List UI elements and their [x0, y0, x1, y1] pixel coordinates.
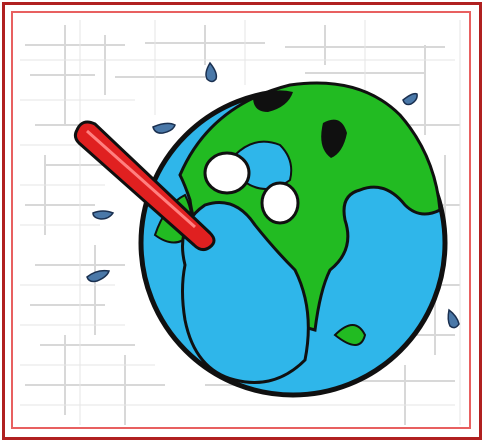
sweat-drop-icon	[402, 92, 418, 106]
inner-border	[11, 11, 471, 429]
sweat-drop-icon	[86, 269, 110, 283]
land-mass	[333, 324, 367, 346]
sick-earth-illustration	[20, 20, 461, 425]
sweat-drop-icon	[152, 122, 176, 134]
sweat-drop-icon	[205, 61, 218, 83]
sweat-drops	[86, 61, 460, 329]
globe-eye	[260, 181, 300, 225]
sweat-drop-icon	[92, 210, 115, 220]
sweat-drop-icon	[447, 308, 460, 329]
earth-globe	[138, 81, 448, 398]
thermometer-icon	[73, 120, 216, 252]
globe-eye	[203, 151, 251, 195]
